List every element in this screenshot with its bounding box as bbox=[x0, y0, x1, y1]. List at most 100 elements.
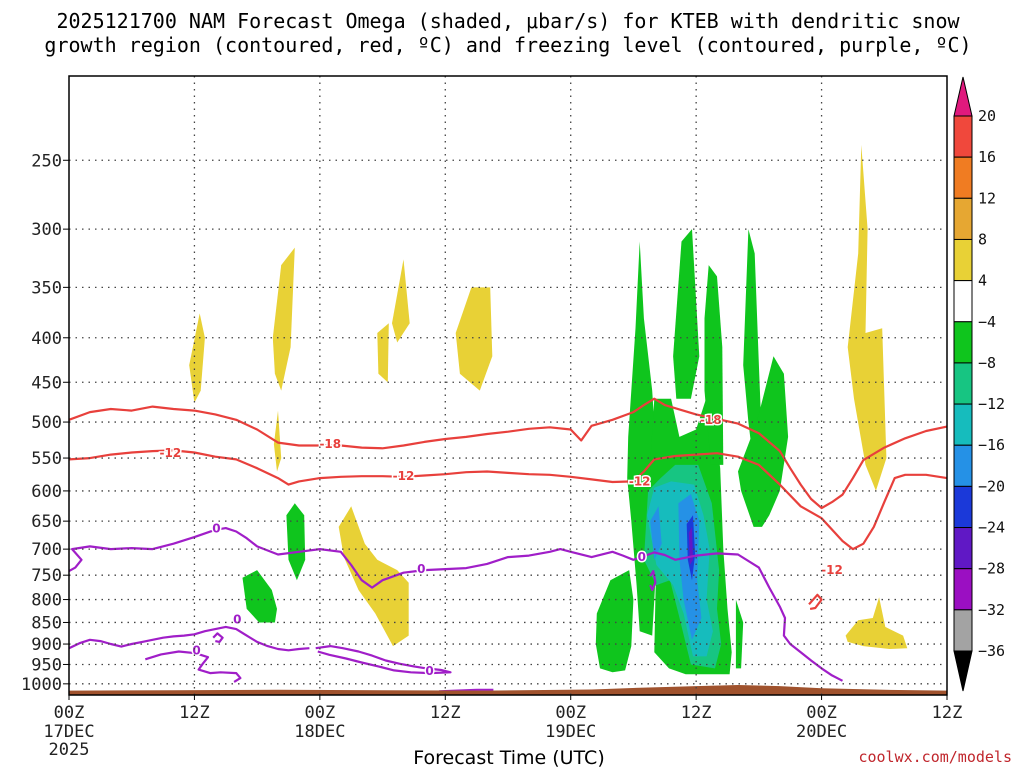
colorbar-segment-10 bbox=[953, 527, 973, 570]
omega-region-pos4-3 bbox=[377, 323, 389, 383]
contour-line-8 bbox=[649, 570, 657, 592]
terrain-fill bbox=[69, 685, 947, 695]
omega-region-pos4-5 bbox=[455, 287, 493, 391]
contour-label-7: 0 bbox=[417, 562, 425, 576]
x-tick-label-1: 12Z bbox=[179, 703, 210, 723]
colorbar-segment-4 bbox=[953, 280, 973, 323]
colorbar-label-3: 8 bbox=[978, 230, 987, 248]
omega-region-neg4-11 bbox=[595, 570, 634, 673]
y-tick-label-800: 800 bbox=[31, 591, 62, 611]
omega-region-neg4-18 bbox=[735, 599, 744, 669]
colorbar-segment-0 bbox=[953, 115, 973, 158]
contour-line-5 bbox=[315, 645, 452, 675]
plot-frame bbox=[68, 75, 948, 696]
contour-label-8: 0 bbox=[638, 550, 646, 564]
colorbar-label-13: −36 bbox=[978, 642, 1005, 660]
omega-region-neg16-21 bbox=[650, 506, 662, 560]
y-axis: 2503003504004505005506006507007508008509… bbox=[21, 151, 69, 695]
contour-label-2: -12 bbox=[393, 469, 415, 483]
contour-line-4 bbox=[144, 650, 242, 683]
colorbar-segment-3 bbox=[953, 238, 973, 282]
colorbar-segment-1 bbox=[953, 156, 973, 199]
x-tick-label-5: 12Z bbox=[681, 703, 712, 723]
x-year-label-0: 2025 bbox=[49, 740, 90, 760]
y-tick-label-700: 700 bbox=[31, 540, 62, 560]
y-tick-label-450: 450 bbox=[31, 373, 62, 393]
x-tick-label-3: 12Z bbox=[430, 703, 461, 723]
colorbar-segment-7 bbox=[953, 403, 973, 446]
contour-line-1 bbox=[68, 449, 948, 551]
y-tick-label-350: 350 bbox=[31, 278, 62, 298]
colorbar-label-11: −28 bbox=[978, 560, 1005, 578]
colorbar-segment-8 bbox=[953, 444, 973, 487]
x-date-label-0: 17DEC bbox=[43, 722, 94, 742]
x-tick-label-6: 00Z bbox=[806, 703, 837, 723]
colorbar-label-2: 12 bbox=[978, 189, 996, 207]
y-tick-label-750: 750 bbox=[31, 566, 62, 586]
colorbar-label-7: −12 bbox=[978, 395, 1005, 413]
x-date-label-4: 19DEC bbox=[545, 722, 596, 742]
y-tick-label-550: 550 bbox=[31, 449, 62, 469]
y-tick-label-1000: 1000 bbox=[21, 675, 62, 695]
y-tick-label-850: 850 bbox=[31, 613, 62, 633]
contour-label-6: 0 bbox=[212, 522, 220, 536]
colorbar-segment-6 bbox=[953, 362, 973, 405]
chart-title-line-2: growth region (contoured, red, ºC) and f… bbox=[44, 33, 971, 57]
contour-label-5: -12 bbox=[821, 563, 843, 577]
colorbar-label-0: 20 bbox=[978, 107, 996, 125]
colorbar-bottom-arrow bbox=[953, 650, 973, 692]
colorbar-label-12: −32 bbox=[978, 601, 1005, 619]
contour-label-3: -12 bbox=[629, 474, 651, 488]
x-date-label-2: 18DEC bbox=[294, 722, 345, 742]
colorbar-segment-5 bbox=[953, 321, 973, 364]
colorbar: 20 16 12 8 4 −4 −8 −12 −16 −20 −24 −28 −32 −36 bbox=[953, 76, 1005, 692]
plot-border bbox=[68, 75, 948, 696]
x-date-label-6: 20DEC bbox=[796, 722, 847, 742]
y-tick-label-400: 400 bbox=[31, 329, 62, 349]
omega-region-neg4-15 bbox=[704, 265, 724, 465]
omega-region-pos4-7 bbox=[847, 144, 887, 491]
contour-label-1: -18 bbox=[319, 437, 341, 451]
colorbar-segment-12 bbox=[953, 609, 973, 652]
omega-region-neg4-14 bbox=[673, 229, 700, 399]
terrain bbox=[69, 685, 947, 695]
chart-title-line-1: 2025121700 NAM Forecast Omega (shaded, μ… bbox=[56, 9, 960, 33]
y-tick-label-650: 650 bbox=[31, 512, 62, 532]
x-tick-label-4: 00Z bbox=[555, 703, 586, 723]
contour-line-0 bbox=[68, 397, 948, 510]
credit-text: coolwx.com/models bbox=[858, 748, 1012, 766]
plot-area: -12 -18 -12 -12 -18 -12 0 0 0 0 0 0 bbox=[68, 144, 948, 693]
y-tick-label-250: 250 bbox=[31, 151, 62, 171]
omega-region-neg4-10 bbox=[242, 570, 277, 623]
contour-label-9: 0 bbox=[192, 643, 200, 657]
contour-line-7 bbox=[212, 632, 224, 643]
colorbar-segment-9 bbox=[953, 485, 973, 529]
y-tick-label-600: 600 bbox=[31, 482, 62, 502]
x-tick-label-0: 00Z bbox=[54, 703, 85, 723]
contour-label-4: -18 bbox=[700, 413, 722, 427]
y-tick-label-900: 900 bbox=[31, 635, 62, 655]
colorbar-top-arrow bbox=[953, 76, 973, 117]
contour-line-2 bbox=[68, 527, 844, 682]
colorbar-segment-11 bbox=[953, 568, 973, 611]
contour-label-0: -12 bbox=[160, 446, 182, 460]
x-axis-title: Forecast Time (UTC) bbox=[413, 747, 604, 768]
omega-region-pos4-1 bbox=[272, 247, 295, 391]
colorbar-label-8: −16 bbox=[978, 436, 1005, 454]
y-tick-label-500: 500 bbox=[31, 413, 62, 433]
x-tick-label-7: 12Z bbox=[932, 703, 963, 723]
colorbar-label-1: 16 bbox=[978, 148, 996, 166]
contour-line-9 bbox=[808, 593, 823, 610]
x-tick-label-2: 00Z bbox=[304, 703, 335, 723]
y-tick-label-950: 950 bbox=[31, 655, 62, 675]
omega-region-neg4-9 bbox=[286, 503, 306, 581]
y-tick-label-300: 300 bbox=[31, 220, 62, 240]
contour-label-10: 0 bbox=[233, 612, 241, 626]
contour-label-11: 0 bbox=[425, 664, 433, 678]
omega-region-pos4-4 bbox=[392, 259, 410, 343]
omega-region-neg4-17 bbox=[738, 356, 789, 527]
omega-region-pos4-6 bbox=[338, 506, 409, 647]
colorbar-label-10: −24 bbox=[978, 519, 1005, 537]
